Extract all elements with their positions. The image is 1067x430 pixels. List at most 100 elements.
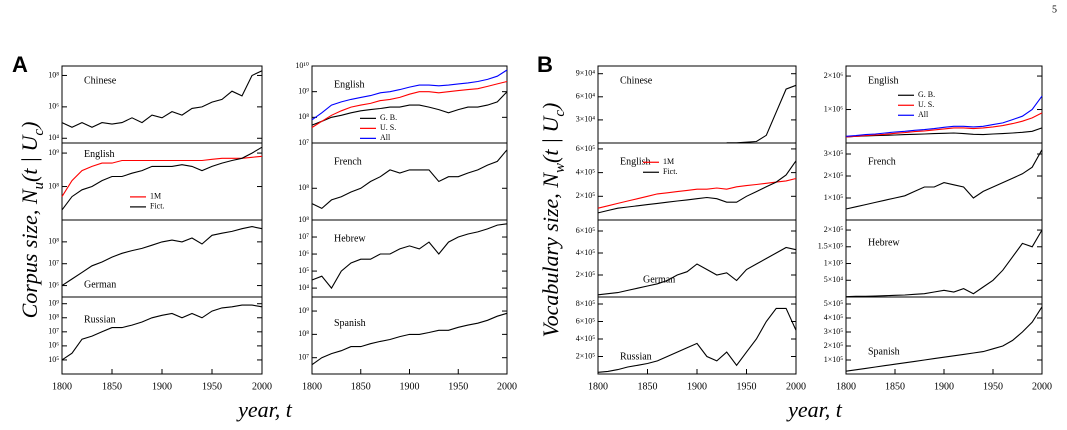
y-tick-label: 10⁶ — [48, 341, 59, 350]
y-tick-label: 10⁵ — [298, 266, 309, 275]
panel-title: English — [334, 80, 365, 91]
data-line — [845, 229, 1043, 298]
y-tick-label: 10⁷ — [48, 259, 59, 268]
y-tick-label: 10⁹ — [298, 306, 309, 315]
y-tick-label: 6×10⁵ — [576, 226, 596, 235]
y-tick-label: 4×10⁵ — [824, 313, 844, 322]
panel-title: Hebrew — [334, 234, 366, 245]
y-tick-label: 10⁹ — [298, 86, 309, 95]
y-tick-label: 2×10⁵ — [576, 270, 596, 279]
x-tick-label: 1950 — [983, 381, 1003, 392]
panel-frame — [845, 296, 1043, 375]
panel-title: German — [643, 274, 675, 285]
data-line — [311, 69, 508, 121]
y-tick-label: 10⁹ — [48, 148, 59, 157]
data-line — [311, 223, 508, 290]
legend-label: G. B. — [918, 90, 935, 99]
y-tick-label: 3×10⁴ — [576, 115, 596, 124]
y-tick-label: 2×10⁵ — [824, 171, 844, 180]
y-tick-label: 10⁸ — [48, 237, 59, 246]
panel-title: English — [84, 149, 115, 160]
y-tick-label: 3×10⁵ — [824, 327, 844, 336]
y-tick-label: 10⁷ — [48, 327, 59, 336]
y-tick-label: 4×10⁵ — [576, 334, 596, 343]
legend-label: All — [918, 110, 929, 119]
panel-frame — [61, 296, 263, 375]
y-tick-label: 10⁴ — [298, 283, 309, 292]
x-tick-label: 1800 — [836, 381, 856, 392]
data-line — [597, 160, 797, 214]
data-line — [845, 127, 1043, 138]
x-tick-label: 1800 — [302, 381, 322, 392]
y-axis-label: Vocabulary size, Nw(t | Uc) — [538, 103, 568, 338]
panel-title: Spanish — [334, 318, 366, 329]
panel-letter: A — [12, 52, 28, 77]
y-tick-label: 3×10⁵ — [824, 149, 844, 158]
data-line — [311, 80, 508, 128]
panel-title: English — [620, 157, 651, 168]
y-tick-label: 1×10⁵ — [824, 193, 844, 202]
data-line — [597, 246, 797, 296]
panel-title: Russian — [620, 351, 652, 362]
data-line — [845, 149, 1043, 210]
data-line — [61, 146, 263, 211]
y-tick-label: 6×10⁴ — [576, 92, 596, 101]
legend-label: G. B. — [380, 113, 397, 122]
legend-label: 1M — [150, 192, 161, 201]
y-tick-label: 10⁶ — [298, 249, 309, 258]
data-line — [726, 84, 797, 144]
x-tick-label: 1950 — [202, 381, 222, 392]
panel-title: French — [334, 157, 362, 168]
y-tick-label: 4×10⁵ — [576, 167, 596, 176]
y-tick-label: 2×10⁶ — [824, 71, 844, 80]
panel-frame — [311, 142, 508, 221]
y-axis-label-part: Vocabulary size, N — [538, 172, 563, 338]
y-axis-label: Corpus size, Nu(t | Uc) — [17, 122, 47, 319]
y-tick-label: 1×10⁶ — [824, 104, 844, 113]
y-tick-label: 10⁸ — [298, 329, 309, 338]
y-tick-label: 5×10⁵ — [824, 299, 844, 308]
legend-label: All — [380, 133, 391, 142]
panel-frame — [311, 65, 508, 144]
y-axis-label-part: c — [31, 129, 47, 136]
data-line — [61, 155, 263, 197]
data-line — [311, 312, 508, 366]
panel-frame — [597, 142, 797, 221]
page-number: 5 — [1052, 4, 1057, 15]
legend-label: U. S. — [380, 123, 396, 132]
data-line — [845, 306, 1043, 372]
x-tick-label: 1850 — [638, 381, 658, 392]
x-tick-label: 1900 — [400, 381, 420, 392]
panel-title: Hebrew — [868, 237, 900, 248]
panel-title: Spanish — [868, 347, 900, 358]
x-tick-label: 1950 — [448, 381, 468, 392]
y-axis-label-part: ) — [17, 122, 42, 131]
y-tick-label: 5×10⁴ — [824, 275, 844, 284]
panel-frame — [845, 219, 1043, 298]
x-tick-label: 1800 — [588, 381, 608, 392]
y-tick-label: 10⁸ — [48, 313, 59, 322]
y-axis-label-part: ) — [538, 103, 563, 112]
y-tick-label: 1.5×10⁵ — [818, 242, 844, 251]
x-tick-label: 1800 — [52, 381, 72, 392]
y-tick-label: 6×10⁵ — [576, 144, 596, 153]
x-tick-label: 2000 — [252, 381, 272, 392]
y-tick-label: 2×10⁵ — [576, 191, 596, 200]
panel-letter: B — [537, 52, 553, 77]
y-axis-label-part: c — [552, 110, 568, 117]
y-tick-label: 10⁸ — [298, 215, 309, 224]
y-axis-label-part: Corpus size, N — [17, 188, 42, 318]
panel-title: English — [868, 76, 899, 87]
panel-frame — [597, 296, 797, 375]
y-tick-label: 10¹⁰ — [295, 61, 309, 70]
legend-label: Fict. — [150, 202, 164, 211]
panel-frame — [845, 142, 1043, 221]
x-tick-label: 1950 — [737, 381, 757, 392]
y-tick-label: 2×10⁵ — [576, 351, 596, 360]
y-tick-label: 10⁶ — [48, 280, 59, 289]
data-line — [845, 95, 1043, 137]
panel-frame — [311, 296, 508, 375]
data-line — [61, 304, 263, 361]
x-tick-label: 1850 — [885, 381, 905, 392]
y-tick-label: 10⁸ — [298, 112, 309, 121]
